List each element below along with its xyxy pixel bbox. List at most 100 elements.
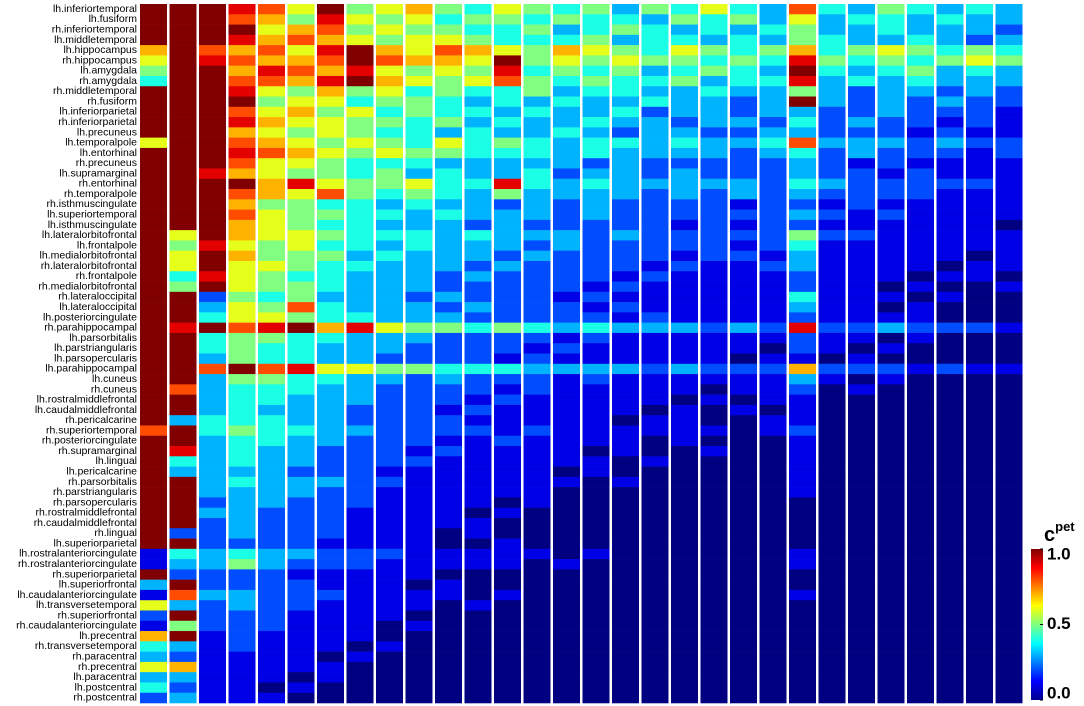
- cell: [287, 374, 315, 385]
- cell: [966, 4, 993, 15]
- cell: [346, 682, 374, 694]
- cell: [553, 672, 580, 683]
- cell: [464, 178, 492, 190]
- cell: [435, 332, 462, 344]
- cell: [523, 415, 551, 426]
- cell: [464, 106, 492, 118]
- cell: [789, 250, 816, 262]
- cell: [612, 476, 639, 488]
- cell: [848, 209, 875, 221]
- cell: [641, 45, 669, 56]
- cell: [759, 4, 787, 15]
- cell: [258, 435, 285, 447]
- cell: [877, 281, 905, 293]
- cell: [671, 158, 698, 169]
- cell: [848, 55, 875, 66]
- cell: [848, 672, 875, 683]
- cell: [435, 168, 462, 180]
- cell: [966, 14, 993, 25]
- cell: [612, 240, 639, 252]
- cell: [287, 394, 315, 406]
- row-label: rh.postcentral: [73, 692, 137, 704]
- cell: [759, 158, 787, 169]
- cell: [494, 579, 521, 591]
- cell: [258, 487, 285, 498]
- cell: [376, 682, 403, 694]
- cell: [789, 404, 816, 416]
- cell: [789, 209, 816, 221]
- cell: [494, 353, 521, 365]
- cell: [936, 620, 964, 632]
- cell: [818, 631, 846, 642]
- cell: [494, 538, 521, 550]
- cell: [376, 425, 403, 437]
- cell: [612, 528, 639, 539]
- cell: [464, 281, 492, 293]
- cell: [346, 106, 374, 118]
- cell: [553, 322, 580, 334]
- cell: [376, 96, 403, 108]
- cell: [848, 661, 875, 673]
- cell: [995, 147, 1023, 159]
- cell: [405, 651, 433, 663]
- cell: [700, 117, 728, 128]
- cell: [730, 65, 757, 77]
- cell: [671, 466, 698, 478]
- cell: [258, 96, 285, 108]
- cell: [464, 610, 492, 622]
- cell: [818, 147, 846, 159]
- cell: [199, 302, 226, 313]
- cell: [140, 250, 167, 262]
- cell: [907, 569, 934, 580]
- cell: [376, 620, 403, 632]
- cell: [199, 4, 226, 15]
- cell: [553, 559, 580, 570]
- cell: [700, 528, 728, 539]
- cell: [877, 404, 905, 416]
- cell: [199, 589, 226, 601]
- cell: [966, 476, 993, 488]
- cell: [228, 240, 256, 252]
- cell: [966, 178, 993, 190]
- cell: [877, 641, 905, 652]
- cell: [464, 466, 492, 478]
- cell: [759, 230, 787, 241]
- row-label: rh.pericalcarine: [65, 414, 137, 426]
- cell: [435, 487, 462, 498]
- cell: [612, 682, 639, 694]
- row-label: lh.frontalpole: [77, 239, 137, 251]
- cell: [671, 661, 698, 673]
- cell: [671, 651, 698, 663]
- cell: [258, 158, 285, 169]
- cell: [700, 127, 728, 138]
- cell: [405, 425, 433, 437]
- cell: [671, 384, 698, 395]
- cell: [907, 415, 934, 426]
- cell: [612, 14, 639, 25]
- cell: [877, 600, 905, 611]
- cell: [553, 343, 580, 354]
- cell: [553, 661, 580, 673]
- cell: [877, 517, 905, 529]
- cell: [641, 65, 669, 77]
- cell: [464, 322, 492, 334]
- row-label: rh.middletemporal: [53, 85, 137, 97]
- cell: [228, 415, 256, 426]
- cell: [376, 158, 403, 169]
- cell: [199, 620, 226, 632]
- cell: [671, 75, 698, 87]
- cell: [671, 435, 698, 447]
- cell: [317, 569, 344, 580]
- cell: [435, 374, 462, 385]
- cell: [936, 517, 964, 529]
- cell: [730, 178, 757, 190]
- cell: [671, 96, 698, 108]
- cell: [317, 559, 344, 570]
- cell: [376, 559, 403, 570]
- cell: [936, 302, 964, 313]
- cell: [140, 343, 167, 354]
- cell: [169, 106, 197, 118]
- cell: [435, 230, 462, 241]
- cell: [877, 559, 905, 570]
- cell: [641, 507, 669, 519]
